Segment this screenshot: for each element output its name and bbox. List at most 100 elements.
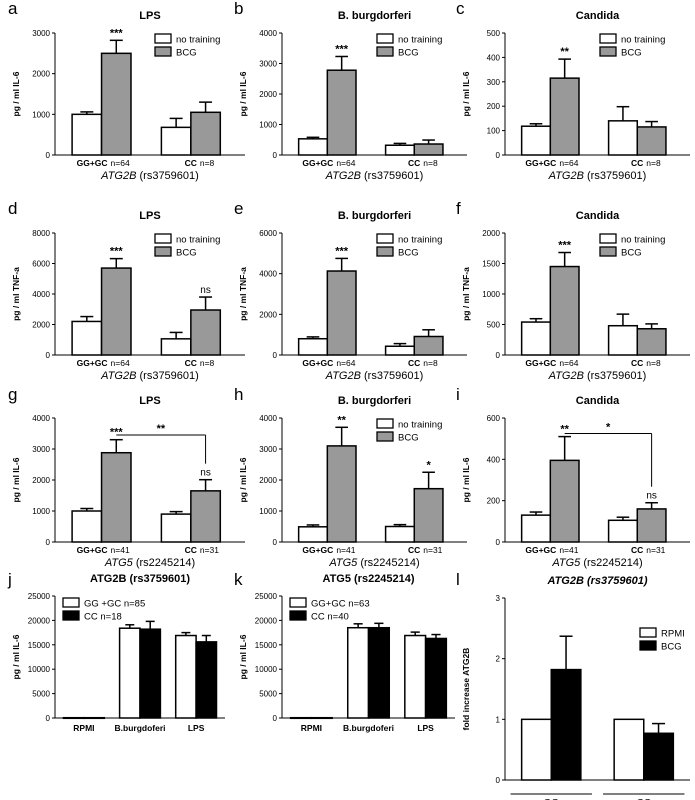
bar: [607, 324, 639, 356]
group-label: CC: [631, 158, 643, 168]
panel-letter: j: [7, 570, 12, 589]
gene-label: ATG2B (rs3759601): [100, 370, 199, 382]
legend-label: no training: [621, 35, 665, 46]
y-tick-label: 0: [46, 351, 51, 360]
legend-swatch: [639, 640, 657, 651]
significance-label: ns: [200, 468, 211, 479]
legend-label: CC n=40: [311, 612, 349, 623]
significance-label: **: [560, 424, 569, 436]
bar: [413, 143, 444, 156]
panel-title: B. burgdorferi: [338, 10, 411, 22]
y-axis-label: pg / ml IL-6: [11, 71, 21, 116]
gene-name: ATG2B: [325, 370, 361, 382]
bar: [549, 265, 580, 356]
gene-name: ATG5: [328, 557, 358, 569]
y-tick-label: 10000: [255, 665, 278, 674]
y-tick-label: 1000: [259, 121, 277, 130]
panel-b: b B. burgdorferi 0 1000 2000 3000 4000 pg / ml …: [234, 0, 467, 182]
bar: [613, 718, 645, 781]
group-label: CC: [185, 158, 197, 168]
y-tick-label: 0: [46, 151, 51, 160]
group-n-label: n=64: [336, 158, 355, 168]
gene-label: ATG5 (rs2245214): [328, 557, 419, 569]
group-label: GG+GC: [525, 358, 556, 368]
panel-j: j ATG2B (rs3759601) 0 5000 10000 15000 20000 25…: [7, 570, 225, 733]
y-tick-label: 3000: [32, 29, 50, 38]
y-axis-label: pg / ml IL-6: [238, 634, 248, 679]
bar: [326, 270, 357, 356]
legend-label: GG+GC n=63: [311, 599, 370, 610]
group-label: GG+GC: [302, 358, 333, 368]
y-tick-label: 2000: [32, 321, 50, 330]
bar: [190, 490, 222, 543]
panel-letter: a: [8, 0, 18, 18]
group-label: GG+GC: [77, 358, 108, 368]
bar: [100, 451, 132, 543]
y-tick-label: 20000: [255, 616, 278, 625]
significance-label: ***: [335, 43, 349, 55]
bar: [174, 634, 197, 719]
y-tick-label: 4000: [259, 29, 277, 38]
bar: [424, 637, 448, 719]
snp-id: (rs3759601): [136, 170, 198, 182]
gene-name: ATG5: [551, 557, 581, 569]
y-tick-label: 0: [273, 538, 278, 547]
group-label: GG+GC: [525, 158, 556, 168]
gene-name: ATG2B: [325, 170, 361, 182]
legend-label: no training: [176, 235, 220, 246]
y-axis-label: pg / ml IL-6: [11, 634, 21, 679]
y-axis-label: pg / ml TNF-a: [238, 267, 248, 321]
y-tick-label: 600: [487, 414, 501, 423]
bar: [549, 459, 580, 543]
y-tick-label: 3: [496, 594, 501, 603]
y-tick-label: 25000: [28, 592, 51, 601]
y-tick-label: 3000: [32, 445, 50, 454]
panel-c: c Candida 0 100 200 300 400 500 pg / ml IL-6 ** GG…: [456, 0, 690, 182]
y-axis-label: pg / ml IL-6: [11, 457, 21, 502]
significance-label: ***: [558, 240, 572, 252]
y-tick-label: 1000: [32, 507, 50, 516]
y-tick-label: 0: [46, 714, 51, 723]
panel-title: Candida: [576, 395, 620, 407]
group-label: CC: [408, 158, 420, 168]
y-tick-label: 15000: [28, 641, 51, 650]
panel-d: d LPS 0 2000 4000 6000 8000 pg / ml TNF-a *** ns G…: [8, 199, 245, 382]
bar: [62, 716, 85, 720]
group-n-label: n=8: [646, 358, 661, 368]
group-label: GG: [543, 798, 559, 800]
significance-label: ***: [110, 427, 124, 439]
legend-swatch: [376, 46, 394, 57]
bar: [297, 526, 329, 543]
bar: [190, 309, 222, 356]
bar: [289, 716, 313, 720]
panel-title: Candida: [576, 210, 620, 222]
gene-label: ATG2B (rs3759601): [548, 170, 647, 182]
y-tick-label: 8000: [32, 229, 50, 238]
y-tick-label: 0: [496, 538, 501, 547]
y-tick-label: 0: [273, 151, 278, 160]
legend-label: BCG: [176, 48, 197, 59]
bar: [195, 641, 218, 719]
legend-label: GG +GC n=85: [84, 599, 145, 610]
gene-label: ATG5 (rs2245214): [104, 557, 195, 569]
gene-label: ATG2B (rs3759601): [325, 170, 424, 182]
bar: [520, 718, 553, 781]
group-label: CC: [631, 358, 643, 368]
legend-swatch: [62, 597, 80, 608]
y-tick-label: 2: [496, 655, 501, 664]
group-n-label: n=31: [423, 545, 442, 555]
legend-label: BCG: [621, 48, 642, 59]
y-tick-label: 15000: [255, 641, 278, 650]
group-n-label: n=8: [200, 158, 215, 168]
snp-id: (rs3759601): [136, 370, 198, 382]
y-tick-label: 100: [487, 127, 501, 136]
gene-label: ATG2B (rs3759601): [548, 370, 647, 382]
y-tick-label: 0: [496, 151, 501, 160]
group-n-label: n=8: [423, 158, 438, 168]
panel-letter: i: [456, 385, 460, 404]
group-n-label: n=31: [200, 545, 219, 555]
group-n-label: n=64: [111, 358, 130, 368]
y-tick-label: 3000: [259, 445, 277, 454]
bracket-label: **: [157, 423, 166, 435]
